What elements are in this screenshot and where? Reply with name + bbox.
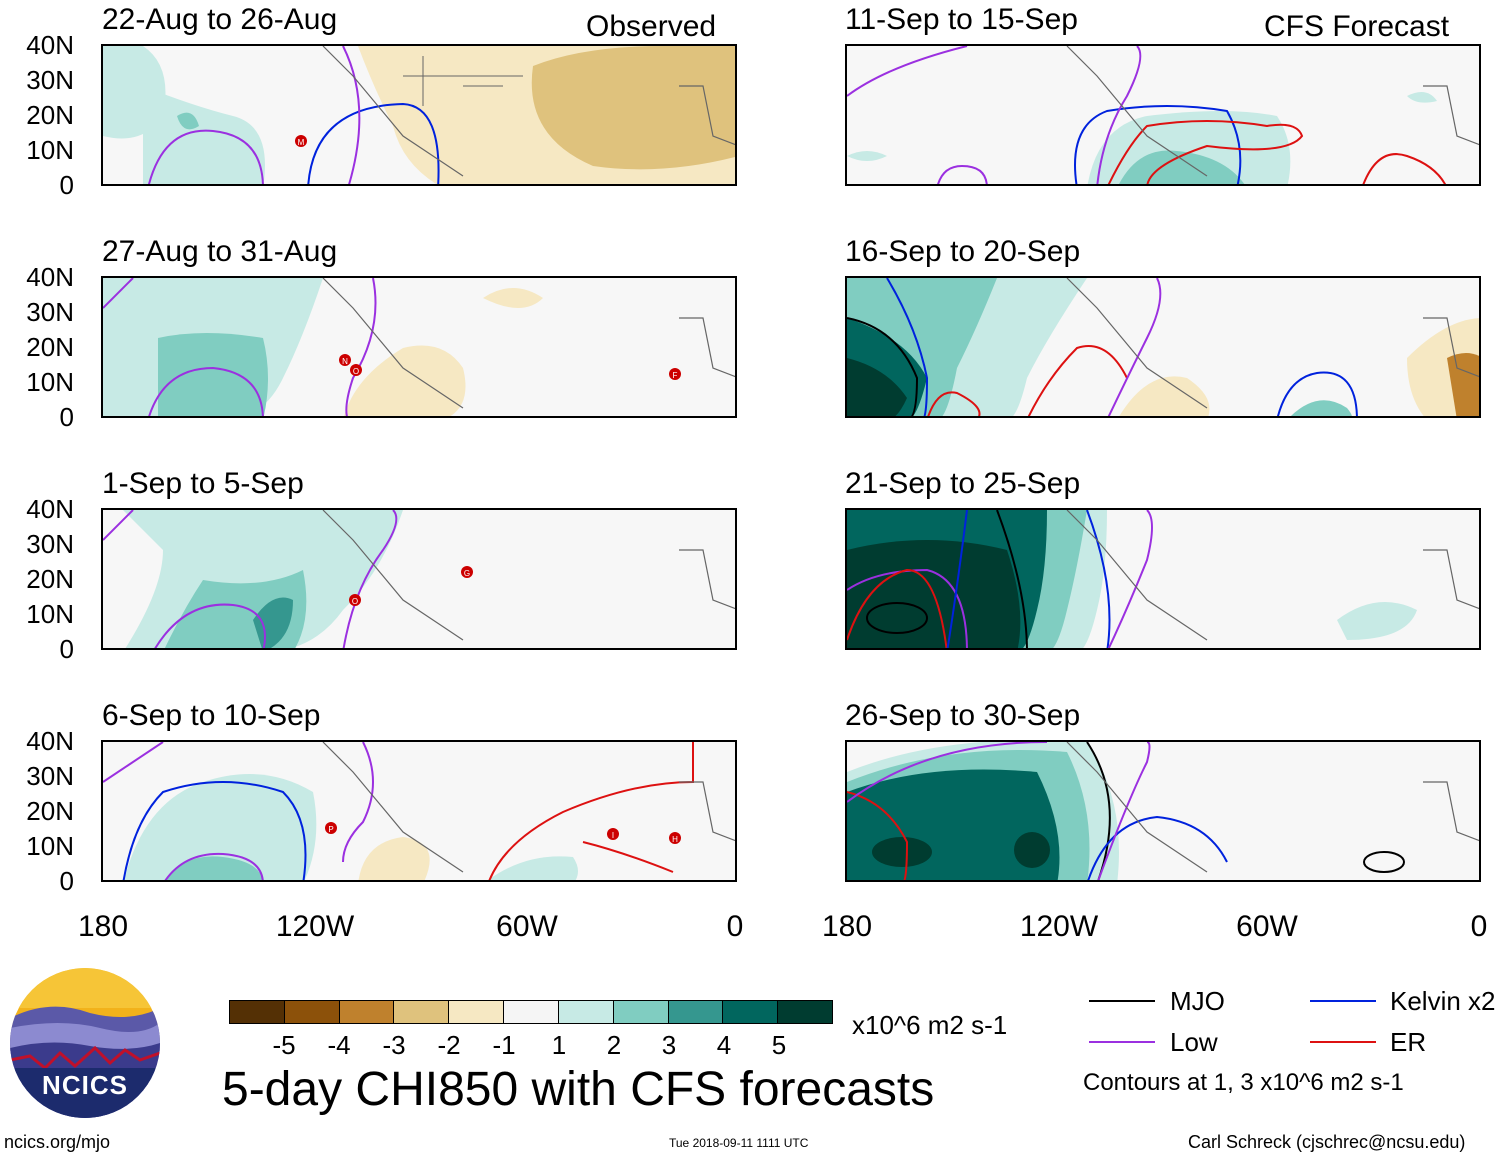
ytick: 40N [26,494,74,524]
storm-marker: M [298,138,305,147]
colorbar-tick: -1 [492,1030,516,1060]
figure-title: 5-day CHI850 with CFS forecasts [222,1063,935,1116]
colorbar-swatch [558,1001,614,1023]
ytick: 0 [59,866,74,896]
ytick: 20N [26,332,74,362]
colorbar-tick: -5 [272,1030,296,1060]
storm-marker: F [673,371,678,380]
legend-er: ER [1390,1027,1427,1057]
legend-line-low [1089,1041,1155,1043]
storm-marker: N [342,357,348,366]
colorbar-swatch [339,1001,395,1023]
storm-marker: I [612,831,614,840]
xtick: 0 [1470,910,1488,943]
map-panel-fcst-3 [845,508,1481,650]
map-panel-obs-3: G O [101,508,737,650]
ytick: 30N [26,297,74,327]
ytick: 40N [26,30,74,60]
ytick: 40N [26,726,74,756]
colorbar-tick: -2 [437,1030,461,1060]
panel-title-5: 11-Sep to 15-Sep [845,3,1078,36]
ytick: 10N [26,599,74,629]
legend-note: Contours at 1, 3 x10^6 m2 s-1 [1083,1069,1404,1096]
colorbar-tick: 2 [606,1030,622,1060]
ytick: 30N [26,65,74,95]
map-panel-obs-4: P I H [101,740,737,882]
colorbar-swatch [449,1001,505,1023]
ytick: 20N [26,796,74,826]
footer-timestamp: Tue 2018-09-11 1111 UTC [669,1136,809,1150]
observed-label: Observed [586,10,717,43]
panel-title-6: 16-Sep to 20-Sep [845,235,1081,268]
legend-kelvin: Kelvin x2 [1390,986,1496,1016]
ytick: 10N [26,367,74,397]
panel-title-3: 1-Sep to 5-Sep [102,467,304,500]
colorbar [229,1000,833,1024]
xtick: 60W [1236,910,1298,943]
footer-author: Carl Schreck (cjschrec@ncsu.edu) [1188,1132,1466,1152]
storm-marker: O [353,367,359,376]
colorbar-tick: 3 [661,1030,677,1060]
colorbar-units: x10^6 m2 s-1 [852,1010,1008,1040]
storm-marker: H [672,835,678,844]
panel-title-4: 6-Sep to 10-Sep [102,699,321,732]
ytick: 0 [59,170,74,200]
colorbar-tick: 1 [551,1030,567,1060]
xtick: 180 [821,910,873,943]
ytick: 40N [26,262,74,292]
ytick: 30N [26,761,74,791]
storm-marker: G [464,569,470,578]
ytick: 0 [59,402,74,432]
colorbar-swatch [723,1001,779,1023]
panel-title-7: 21-Sep to 25-Sep [845,467,1081,500]
ytick: 10N [26,831,74,861]
ytick: 0 [59,634,74,664]
logo-text: NCICS [42,1070,128,1100]
xtick: 0 [726,910,744,943]
ytick: 30N [26,529,74,559]
ytick: 10N [26,135,74,165]
storm-marker: P [328,825,333,834]
cfs-forecast-label: CFS Forecast [1264,10,1450,43]
legend-mjo: MJO [1170,986,1225,1016]
colorbar-swatch [778,1001,832,1023]
colorbar-tick: -4 [327,1030,351,1060]
footer-website[interactable]: ncics.org/mjo [4,1132,111,1152]
legend-line-kelvin [1310,1000,1376,1002]
xtick: 120W [1019,910,1099,943]
colorbar-tick: 4 [716,1030,732,1060]
xtick: 60W [496,910,558,943]
colorbar-swatch [230,1001,285,1023]
colorbar-swatch [284,1001,340,1023]
map-panel-fcst-2 [845,276,1481,418]
panel-title-2: 27-Aug to 31-Aug [102,235,338,268]
map-panel-fcst-1 [845,44,1481,186]
legend-line-er [1310,1041,1376,1043]
colorbar-swatch [613,1001,669,1023]
panel-title-1: 22-Aug to 26-Aug [102,3,338,36]
ncics-logo: NCICS [10,968,160,1118]
map-panel-obs-2: N O F [101,276,737,418]
colorbar-swatch [668,1001,724,1023]
xtick: 180 [77,910,129,943]
legend-line-mjo [1089,1000,1155,1002]
legend-low: Low [1170,1027,1218,1057]
colorbar-swatch [394,1001,450,1023]
colorbar-swatch [504,1001,559,1023]
map-panel-fcst-4 [845,740,1481,882]
storm-marker: O [352,597,358,606]
colorbar-tick: -3 [382,1030,406,1060]
colorbar-tick: 5 [771,1030,787,1060]
map-panel-obs-1: M [101,44,737,186]
panel-title-8: 26-Sep to 30-Sep [845,699,1081,732]
ytick: 20N [26,564,74,594]
xtick: 120W [275,910,355,943]
ytick: 20N [26,100,74,130]
